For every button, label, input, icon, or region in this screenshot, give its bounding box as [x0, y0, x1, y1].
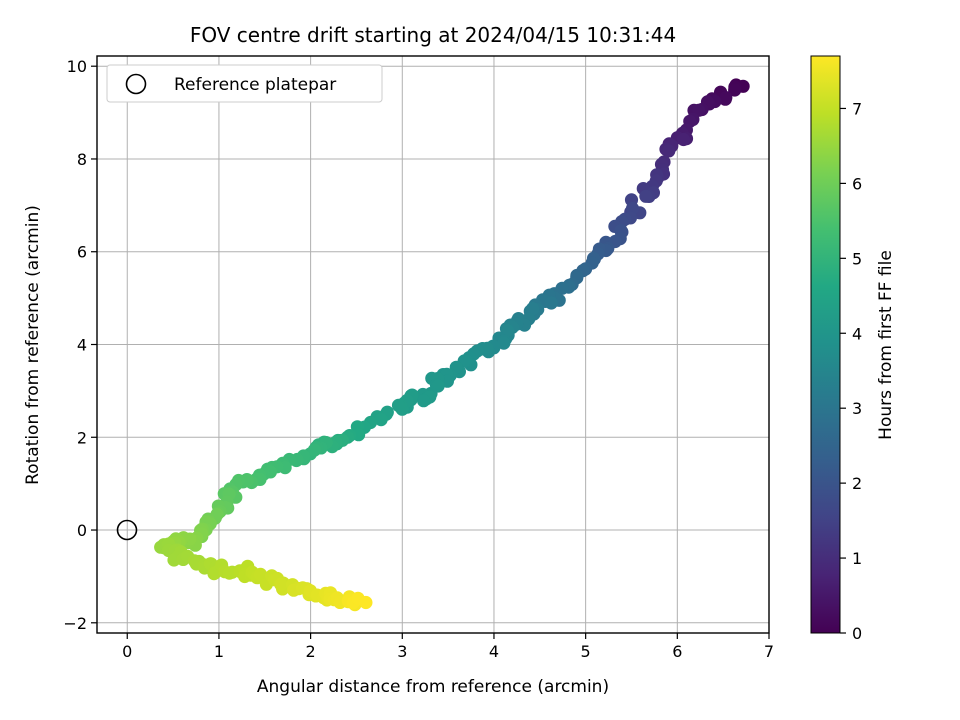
x-tick-label: 5 [581, 642, 591, 661]
y-tick-label: −2 [63, 614, 87, 633]
y-axis-label: Rotation from reference (arcmin) [23, 205, 43, 485]
data-point [526, 302, 540, 316]
y-axis-ticks: −2 0 2 4 6 8 10 [63, 57, 97, 633]
x-tick-label: 4 [489, 642, 499, 661]
legend: Reference platepar [106, 64, 383, 103]
chart-title: FOV centre drift starting at 2024/04/15 … [190, 23, 676, 47]
reference-platepar-marker [116, 519, 138, 541]
data-point [374, 413, 388, 427]
data-point [274, 577, 288, 592]
x-axis-label: Angular distance from reference (arcmin) [257, 677, 609, 697]
legend-box [106, 64, 383, 103]
y-tick-label: 4 [77, 336, 87, 355]
data-point [676, 132, 691, 147]
data-point [719, 91, 733, 105]
colorbar-tick-label: 3 [852, 399, 862, 418]
data-point [307, 443, 321, 457]
colorbar: 0 1 2 3 4 5 6 7 Hours from first FF file [810, 55, 896, 643]
legend-entry-reference: Reference platepar [174, 75, 336, 95]
colorbar-label: Hours from first FF file [876, 250, 896, 440]
y-tick-label: 6 [77, 243, 87, 262]
data-point [359, 595, 373, 610]
colorbar-tick-label: 2 [852, 474, 862, 493]
data-point [497, 336, 511, 350]
y-tick-label: 2 [77, 428, 87, 447]
colorbar-gradient [810, 55, 841, 634]
colorbar-tick-label: 7 [852, 99, 862, 118]
x-tick-label: 1 [214, 642, 224, 661]
data-point [222, 566, 236, 580]
colorbar-tick-label: 6 [852, 174, 862, 193]
x-tick-label: 2 [306, 642, 316, 661]
colorbar-ticks: 0 1 2 3 4 5 6 7 [840, 99, 862, 643]
x-tick-label: 6 [672, 642, 682, 661]
data-point [662, 144, 676, 158]
data-point [391, 398, 406, 412]
x-tick-label: 0 [122, 642, 132, 661]
data-point [417, 394, 431, 408]
x-tick-label: 3 [397, 642, 407, 661]
data-points [154, 78, 750, 612]
data-point [728, 83, 742, 97]
colorbar-tick-label: 0 [852, 624, 862, 643]
data-point [639, 189, 653, 203]
x-axis-ticks: 0 1 2 3 4 5 6 7 [122, 633, 774, 661]
y-tick-label: 10 [67, 57, 87, 76]
x-tick-label: 7 [764, 642, 774, 661]
colorbar-tick-label: 1 [852, 549, 862, 568]
colorbar-tick-label: 5 [852, 249, 862, 268]
data-point [253, 567, 268, 582]
data-point [500, 323, 515, 337]
y-tick-label: 0 [77, 521, 87, 540]
legend-marker [125, 73, 147, 95]
colorbar-tick-label: 4 [852, 324, 862, 343]
data-point [544, 296, 558, 310]
y-tick-label: 8 [77, 150, 87, 169]
